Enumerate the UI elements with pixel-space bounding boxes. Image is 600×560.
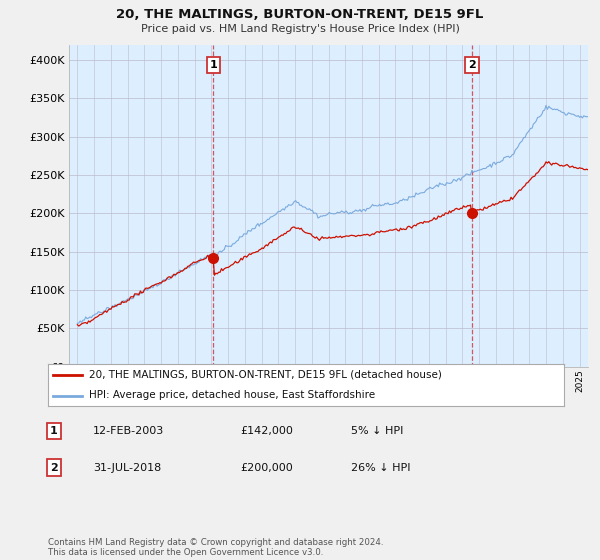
Text: Price paid vs. HM Land Registry's House Price Index (HPI): Price paid vs. HM Land Registry's House … — [140, 24, 460, 34]
Text: 2: 2 — [50, 463, 58, 473]
Text: 2: 2 — [468, 60, 476, 70]
Text: 20, THE MALTINGS, BURTON-ON-TRENT, DE15 9FL (detached house): 20, THE MALTINGS, BURTON-ON-TRENT, DE15 … — [89, 370, 442, 380]
Text: 31-JUL-2018: 31-JUL-2018 — [93, 463, 161, 473]
Text: Contains HM Land Registry data © Crown copyright and database right 2024.
This d: Contains HM Land Registry data © Crown c… — [48, 538, 383, 557]
Text: 12-FEB-2003: 12-FEB-2003 — [93, 426, 164, 436]
Text: 26% ↓ HPI: 26% ↓ HPI — [351, 463, 410, 473]
Text: £200,000: £200,000 — [240, 463, 293, 473]
Text: 1: 1 — [50, 426, 58, 436]
Text: 1: 1 — [209, 60, 217, 70]
Text: 20, THE MALTINGS, BURTON-ON-TRENT, DE15 9FL: 20, THE MALTINGS, BURTON-ON-TRENT, DE15 … — [116, 8, 484, 21]
Text: £142,000: £142,000 — [240, 426, 293, 436]
Text: 5% ↓ HPI: 5% ↓ HPI — [351, 426, 403, 436]
Text: HPI: Average price, detached house, East Staffordshire: HPI: Average price, detached house, East… — [89, 390, 376, 400]
